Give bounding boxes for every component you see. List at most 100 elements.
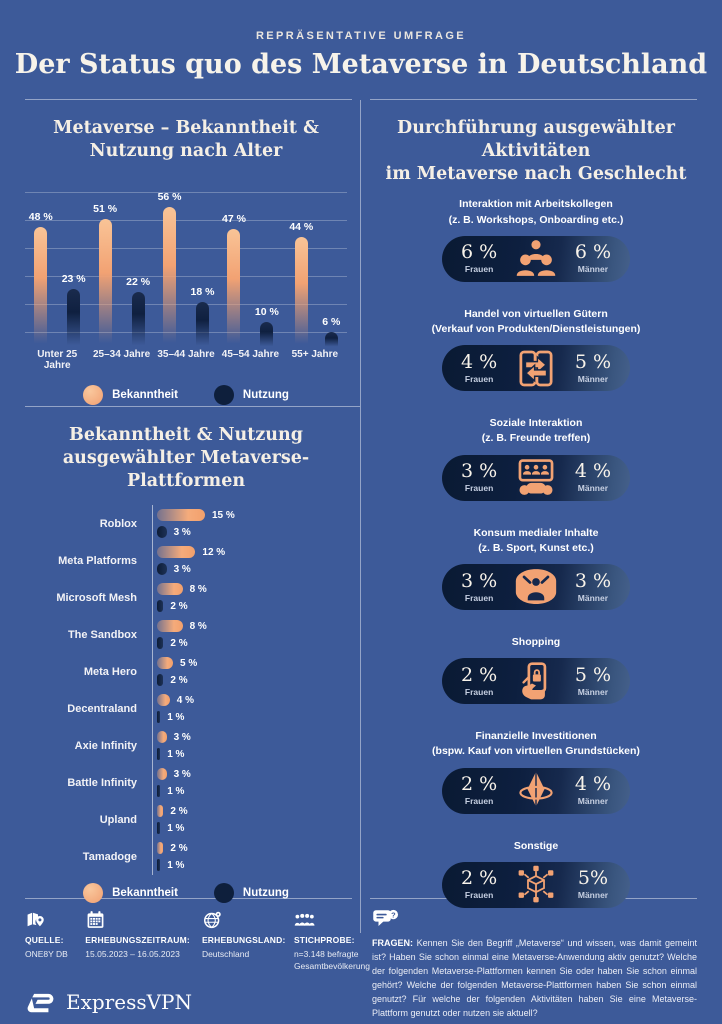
platform-row: Meta Platforms 12 % 3 % bbox=[25, 542, 347, 580]
nutzung-bar-line: 1 % bbox=[157, 859, 347, 872]
bekanntheit-bar-column: 47 % bbox=[222, 213, 246, 347]
bekanntheit-bar bbox=[157, 842, 164, 855]
nutzung-bar bbox=[157, 526, 167, 539]
nutzung-bar bbox=[157, 748, 161, 761]
nutzung-bar bbox=[131, 291, 145, 347]
platform-row: Axie Infinity 3 % 1 % bbox=[25, 727, 347, 765]
nutzung-bar-line: 2 % bbox=[157, 600, 347, 613]
activity-title: Sonstige bbox=[513, 839, 559, 852]
age-chart-bars: 48 % 23 % 51 % 22 % 56 % 18 % 47 % 10 % 44 % 6 % bbox=[25, 175, 347, 347]
bar-value-label: 2 % bbox=[170, 600, 188, 612]
nutzung-dot-icon bbox=[213, 883, 234, 904]
legend-item-bekanntheit: Bekanntheit bbox=[83, 883, 178, 904]
platform-row: Decentraland 4 % 1 % bbox=[25, 690, 347, 728]
platform-bars: 3 % 1 % bbox=[152, 764, 347, 802]
footer-meta: QUELLE: ONE8Y DB ERHEBUNGSZEITRAUM: 15.05.2… bbox=[25, 899, 370, 973]
people-group-icon bbox=[514, 238, 558, 279]
legend-item-nutzung: Nutzung bbox=[213, 384, 289, 405]
activity-title: Interaktion mit Arbeitskollegen (z. B. Wo… bbox=[448, 198, 624, 226]
nutzung-bar-column: 18 % bbox=[190, 285, 215, 347]
maenner-value-caption: Männer bbox=[577, 483, 609, 494]
header: REPRÄSENTATIVE UMFRAGE Der Status quo de… bbox=[0, 0, 722, 80]
legend-label-nutzung: Nutzung bbox=[242, 388, 289, 401]
maenner-value-caption: Männer bbox=[577, 686, 609, 697]
bar-value-label: 1 % bbox=[167, 822, 185, 834]
maenner-value-caption: Männer bbox=[577, 373, 609, 384]
activities-title-line2: im Metaverse nach Geschlecht bbox=[385, 163, 687, 184]
bar-value-label: 5 % bbox=[180, 657, 198, 669]
activity-pill: 3 % Frauen 3 % Männer bbox=[442, 564, 630, 611]
platform-chart-panel: Bekanntheit & Nutzung ausgewählter Metav… bbox=[25, 424, 360, 904]
nutzung-bar bbox=[157, 563, 167, 576]
frauen-value: 2 % Frauen bbox=[461, 665, 497, 697]
brand-logo: ExpressVPN bbox=[25, 987, 370, 1018]
activity-title: Konsum medialer Inhalte (z. B. Sport, Kun… bbox=[473, 526, 599, 554]
nutzung-bar bbox=[157, 785, 161, 798]
bar-value-label: 1 % bbox=[167, 748, 185, 760]
bekanntheit-bar bbox=[157, 620, 183, 633]
bar-value-label: 18 % bbox=[190, 285, 215, 298]
bekanntheit-bar bbox=[157, 509, 205, 522]
age-group: 56 % 18 % bbox=[154, 175, 218, 347]
age-group: 48 % 23 % bbox=[25, 175, 89, 347]
bekanntheit-bar-line: 5 % bbox=[157, 657, 347, 670]
bekanntheit-bar-line: 4 % bbox=[157, 694, 347, 707]
bekanntheit-dot-icon bbox=[83, 384, 104, 405]
bekanntheit-bar bbox=[227, 229, 241, 347]
social-gaming-icon bbox=[514, 457, 558, 498]
bar-value-label: 23 % bbox=[61, 273, 86, 286]
map-icon bbox=[25, 910, 73, 930]
activity-card: Soziale Interaktion (z. B. Freunde treffe… bbox=[375, 416, 697, 501]
expressvpn-logo-icon bbox=[25, 987, 56, 1018]
bekanntheit-bar bbox=[294, 236, 308, 347]
activity-card: Finanzielle Investitionen (bspw. Kauf von… bbox=[375, 729, 697, 814]
platform-label: Axie Infinity bbox=[74, 739, 137, 752]
activity-card: Konsum medialer Inhalte (z. B. Sport, Kun… bbox=[375, 526, 697, 611]
bekanntheit-bar bbox=[157, 583, 183, 596]
frauen-value-caption: Frauen bbox=[464, 264, 494, 275]
bar-value-label: 44 % bbox=[289, 220, 314, 233]
bekanntheit-bar bbox=[34, 226, 48, 347]
calendar-icon bbox=[85, 910, 190, 930]
platform-bars: 4 % 1 % bbox=[152, 690, 347, 728]
activity-title: Finanzielle Investitionen (bspw. Kauf von… bbox=[432, 730, 640, 758]
frauen-value: 6 % Frauen bbox=[461, 241, 498, 275]
age-chart-panel: Metaverse – Bekanntheit & Nutzung nach A… bbox=[25, 117, 360, 408]
frauen-value-caption: Frauen bbox=[464, 890, 494, 901]
meta-label: ERHEBUNGSZEITRAUM: bbox=[85, 935, 190, 946]
nutzung-bar bbox=[260, 321, 274, 347]
platform-bars: 3 % 1 % bbox=[152, 727, 347, 765]
age-category-label: 25–34 Jahre bbox=[92, 348, 151, 360]
nutzung-bar bbox=[157, 711, 161, 724]
frauen-value: 4 % Frauen bbox=[461, 350, 498, 384]
footer-divider bbox=[25, 898, 697, 900]
platform-label: Tamadoge bbox=[82, 850, 137, 863]
cube-network-icon bbox=[514, 864, 558, 905]
age-group: 51 % 22 % bbox=[89, 175, 153, 347]
age-category-label: 45–54 Jahre bbox=[221, 348, 280, 360]
maenner-value-number: 4 % bbox=[574, 773, 611, 796]
age-chart-category-labels: Unter 25 Jahre 25–34 Jahre 35–44 Jahre 45–5… bbox=[25, 349, 347, 371]
maenner-value-caption: Männer bbox=[577, 264, 609, 275]
svg-text:?: ? bbox=[391, 910, 396, 919]
bar-value-label: 6 % bbox=[322, 315, 341, 328]
footer-left: QUELLE: ONE8Y DB ERHEBUNGSZEITRAUM: 15.05.2… bbox=[25, 899, 370, 1024]
bar-value-label: 2 % bbox=[170, 842, 188, 854]
nutzung-bar-column: 22 % bbox=[126, 276, 150, 347]
bar-value-label: 51 % bbox=[93, 203, 118, 216]
legend-item-bekanntheit: Bekanntheit bbox=[83, 384, 178, 405]
bar-value-label: 8 % bbox=[189, 583, 207, 595]
footer-meta-item: ERHEBUNGSZEITRAUM: 15.05.2023 – 16.05.202… bbox=[85, 910, 190, 973]
crowd-icon bbox=[294, 910, 370, 930]
maenner-value-number: 6 % bbox=[574, 241, 611, 264]
frauen-value-number: 4 % bbox=[461, 350, 498, 373]
platform-row: Battle Infinity 3 % 1 % bbox=[25, 764, 347, 802]
bekanntheit-bar-column: 48 % bbox=[29, 211, 53, 347]
bekanntheit-bar-line: 2 % bbox=[157, 842, 347, 855]
age-chart-legend: Bekanntheit Nutzung bbox=[25, 384, 347, 405]
nutzung-bar bbox=[324, 331, 338, 347]
activity-title: Soziale Interaktion (z. B. Freunde treffe… bbox=[481, 417, 591, 445]
frauen-value-number: 6 % bbox=[461, 241, 498, 264]
maenner-value-number: 3 % bbox=[574, 569, 611, 592]
